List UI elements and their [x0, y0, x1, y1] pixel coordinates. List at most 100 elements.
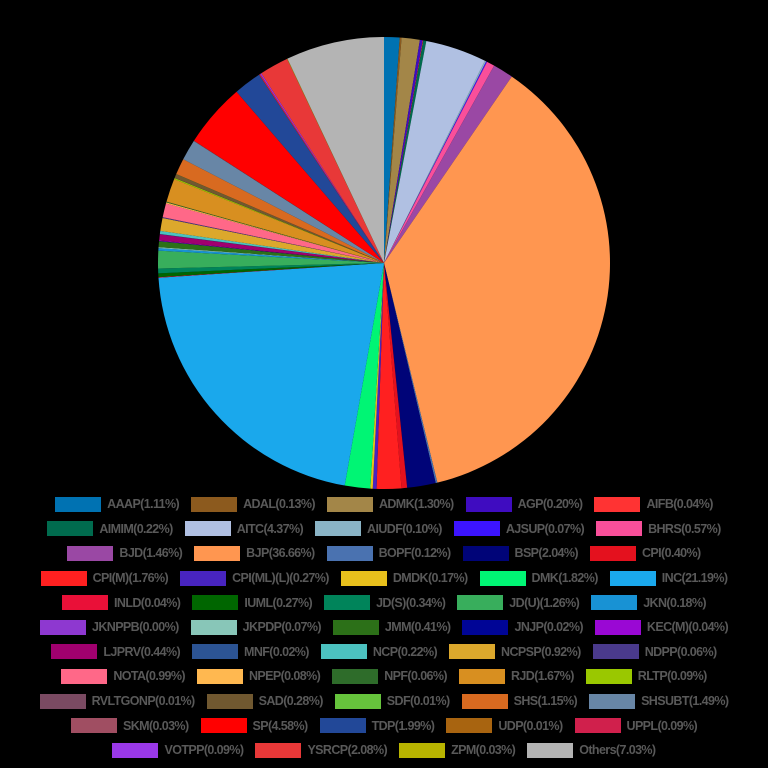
legend-swatch	[334, 693, 381, 709]
legend-swatch	[594, 496, 641, 512]
legend-label: JMM(0.41%)	[384, 620, 451, 635]
legend-row: VOTPP(0.09%) YSRCP(2.08%) ZPM(0.03%) Others…	[0, 738, 768, 763]
legend-swatch	[184, 521, 231, 537]
legend-row: RVLTGONP(0.01%) SAD(0.28%) SDF(0.01%) SHS(1…	[0, 689, 768, 714]
legend-item: RVLTGONP(0.01%)	[39, 693, 196, 709]
pie-slice-jd-u	[158, 250, 384, 269]
legend-item: KEC(M)(0.04%)	[594, 619, 729, 635]
legend-label: TDP(1.99%)	[371, 718, 435, 733]
legend-label: ADMK(1.30%)	[378, 497, 454, 512]
legend-item: CPI(ML)(L)(0.27%)	[180, 570, 329, 586]
legend-label: AITC(4.37%)	[236, 521, 304, 536]
legend-item: DMK(1.82%)	[479, 570, 599, 586]
legend-label: DMK(1.82%)	[531, 571, 599, 586]
legend-swatch	[332, 619, 379, 635]
legend-swatch	[67, 545, 114, 561]
legend-swatch	[585, 668, 632, 684]
legend-swatch	[40, 570, 87, 586]
legend-swatch	[180, 570, 227, 586]
legend-item: SAD(0.28%)	[206, 693, 323, 709]
legend-label: RLTP(0.09%)	[637, 669, 707, 684]
pie-slice-bjp	[384, 76, 610, 483]
pie-slice-sp	[194, 91, 384, 263]
legend-item: INLD(0.04%)	[62, 595, 181, 611]
legend-label: BJP(36.66%)	[246, 546, 315, 561]
legend-item: AIUDF(0.10%)	[315, 521, 442, 537]
legend-item: NOTA(0.99%)	[61, 668, 186, 684]
legend-label: SP(4.58%)	[252, 718, 309, 733]
legend-label: JNJP(0.02%)	[514, 620, 583, 635]
pie-slice-jd-s	[158, 263, 384, 274]
legend-item: RJD(1.67%)	[458, 668, 574, 684]
pie-slice-ysrcp	[261, 58, 384, 263]
legend-label: AIUDF(0.10%)	[367, 521, 442, 536]
legend-item: JKN(0.18%)	[591, 595, 707, 611]
legend-item: UPPL(0.09%)	[574, 718, 698, 734]
legend-swatch	[462, 619, 509, 635]
legend-swatch	[39, 619, 86, 635]
pie-slice-jmm	[158, 241, 384, 263]
legend-label: JKNPPB(0.00%)	[91, 620, 179, 635]
pie-slice-rjd	[166, 179, 384, 263]
legend-swatch	[315, 521, 362, 537]
legend-swatch	[589, 693, 636, 709]
legend-swatch	[399, 742, 446, 758]
pie-slice-jkpdp	[158, 247, 384, 263]
legend-item: AGP(0.20%)	[465, 496, 583, 512]
legend-item: BJP(36.66%)	[194, 545, 315, 561]
legend-item: TDP(1.99%)	[319, 718, 435, 734]
legend-label: DMDK(0.17%)	[392, 571, 468, 586]
legend-swatch	[112, 742, 159, 758]
pie-chart-svg	[158, 37, 610, 489]
legend-row: SKM(0.03%) SP(4.58%) TDP(1.99%) UDP(0.01%) U…	[0, 713, 768, 738]
pie-slice-adal	[384, 37, 402, 264]
legend-swatch	[196, 668, 243, 684]
pie-slice-jkn	[158, 248, 384, 263]
pie-slice-bsp	[384, 263, 436, 488]
legend-label: RJD(1.67%)	[510, 669, 574, 684]
legend-item: VOTPP(0.09%)	[112, 742, 244, 758]
legend-swatch	[461, 693, 508, 709]
legend-swatch	[340, 570, 387, 586]
legend-swatch	[326, 496, 373, 512]
pie-slice-aitc	[384, 40, 485, 264]
legend-swatch	[449, 644, 496, 660]
legend-swatch	[194, 545, 241, 561]
legend-item: INC(21.19%)	[609, 570, 728, 586]
legend-label: NPEP(0.08%)	[248, 669, 321, 684]
legend-item: SHSUBT(1.49%)	[589, 693, 729, 709]
pie-slice-inc	[158, 263, 384, 486]
legend-label: RVLTGONP(0.01%)	[91, 694, 196, 709]
pie-slice-nota	[162, 203, 384, 263]
legend-row: NOTA(0.99%) NPEP(0.08%) NPF(0.06%) RJD(1.67…	[0, 664, 768, 689]
pie-slice-dmdk	[370, 263, 384, 489]
legend-item: NCPSP(0.92%)	[449, 644, 581, 660]
legend-swatch	[70, 718, 117, 734]
legend-swatch	[457, 595, 504, 611]
legend-label: JKPDP(0.07%)	[242, 620, 322, 635]
pie-slice-shsubt	[183, 140, 384, 263]
legend-swatch	[47, 521, 94, 537]
pie-slice-cpi	[384, 263, 408, 489]
legend-swatch	[324, 595, 371, 611]
legend-item: ADMK(1.30%)	[326, 496, 454, 512]
legend-label: UPPL(0.09%)	[626, 718, 698, 733]
legend-label: SHSUBT(1.49%)	[641, 694, 729, 709]
legend-swatch	[458, 668, 505, 684]
legend-label: NCPSP(0.92%)	[501, 644, 581, 659]
pie-slice-shs	[176, 159, 384, 263]
legend-item: Others(7.03%)	[527, 742, 656, 758]
legend-label: UDP(0.01%)	[498, 718, 563, 733]
legend-swatch	[320, 644, 367, 660]
legend-item: AAAP(1.11%)	[55, 496, 180, 512]
legend-swatch	[479, 570, 526, 586]
legend-swatch	[39, 693, 86, 709]
legend-swatch	[592, 644, 639, 660]
legend-label: SHS(1.15%)	[513, 694, 578, 709]
legend-label: INC(21.19%)	[661, 571, 728, 586]
legend-item: BJD(1.46%)	[67, 545, 183, 561]
legend-item: JNJP(0.02%)	[462, 619, 584, 635]
legend-row: AAAP(1.11%) ADAL(0.13%) ADMK(1.30%) AGP(0.2…	[0, 492, 768, 517]
legend-label: YSRCP(2.08%)	[307, 743, 388, 758]
legend-label: Others(7.03%)	[579, 743, 656, 758]
